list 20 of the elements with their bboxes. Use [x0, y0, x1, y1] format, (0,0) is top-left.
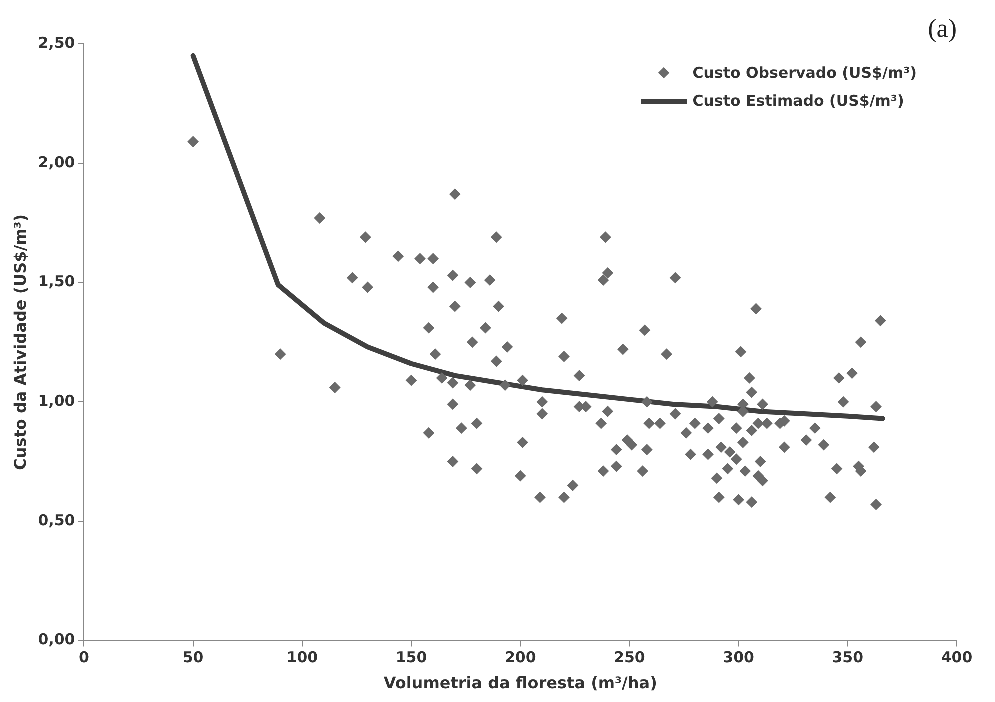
x-tick-label: 0: [78, 648, 90, 667]
x-tick-label: 50: [182, 648, 204, 667]
x-axis-title: Volumetria da floresta (m³/ha): [384, 674, 658, 693]
x-tick-label: 350: [832, 648, 864, 667]
y-axis-title: Custo da Atividade (US$/m³): [10, 214, 30, 470]
y-tick-label: 2,50: [38, 34, 76, 52]
x-tick-label: 150: [396, 648, 428, 667]
x-tick-label: 400: [941, 648, 973, 667]
x-tick-label: 250: [614, 648, 646, 667]
x-tick-label: 300: [723, 648, 754, 667]
y-tick-label: 0,50: [38, 511, 76, 530]
x-tick-label: 200: [504, 648, 536, 667]
x-tick-label: 100: [286, 648, 318, 667]
y-tick-label: 2,00: [38, 153, 76, 172]
legend-label: Custo Observado (US$/m³): [692, 64, 917, 82]
y-tick-label: 0,00: [38, 630, 76, 649]
y-tick-label: 1,00: [38, 392, 76, 410]
legend-label: Custo Estimado (US$/m³): [692, 92, 904, 110]
y-tick-label: 1,50: [38, 272, 76, 291]
text: (a): [928, 14, 957, 44]
